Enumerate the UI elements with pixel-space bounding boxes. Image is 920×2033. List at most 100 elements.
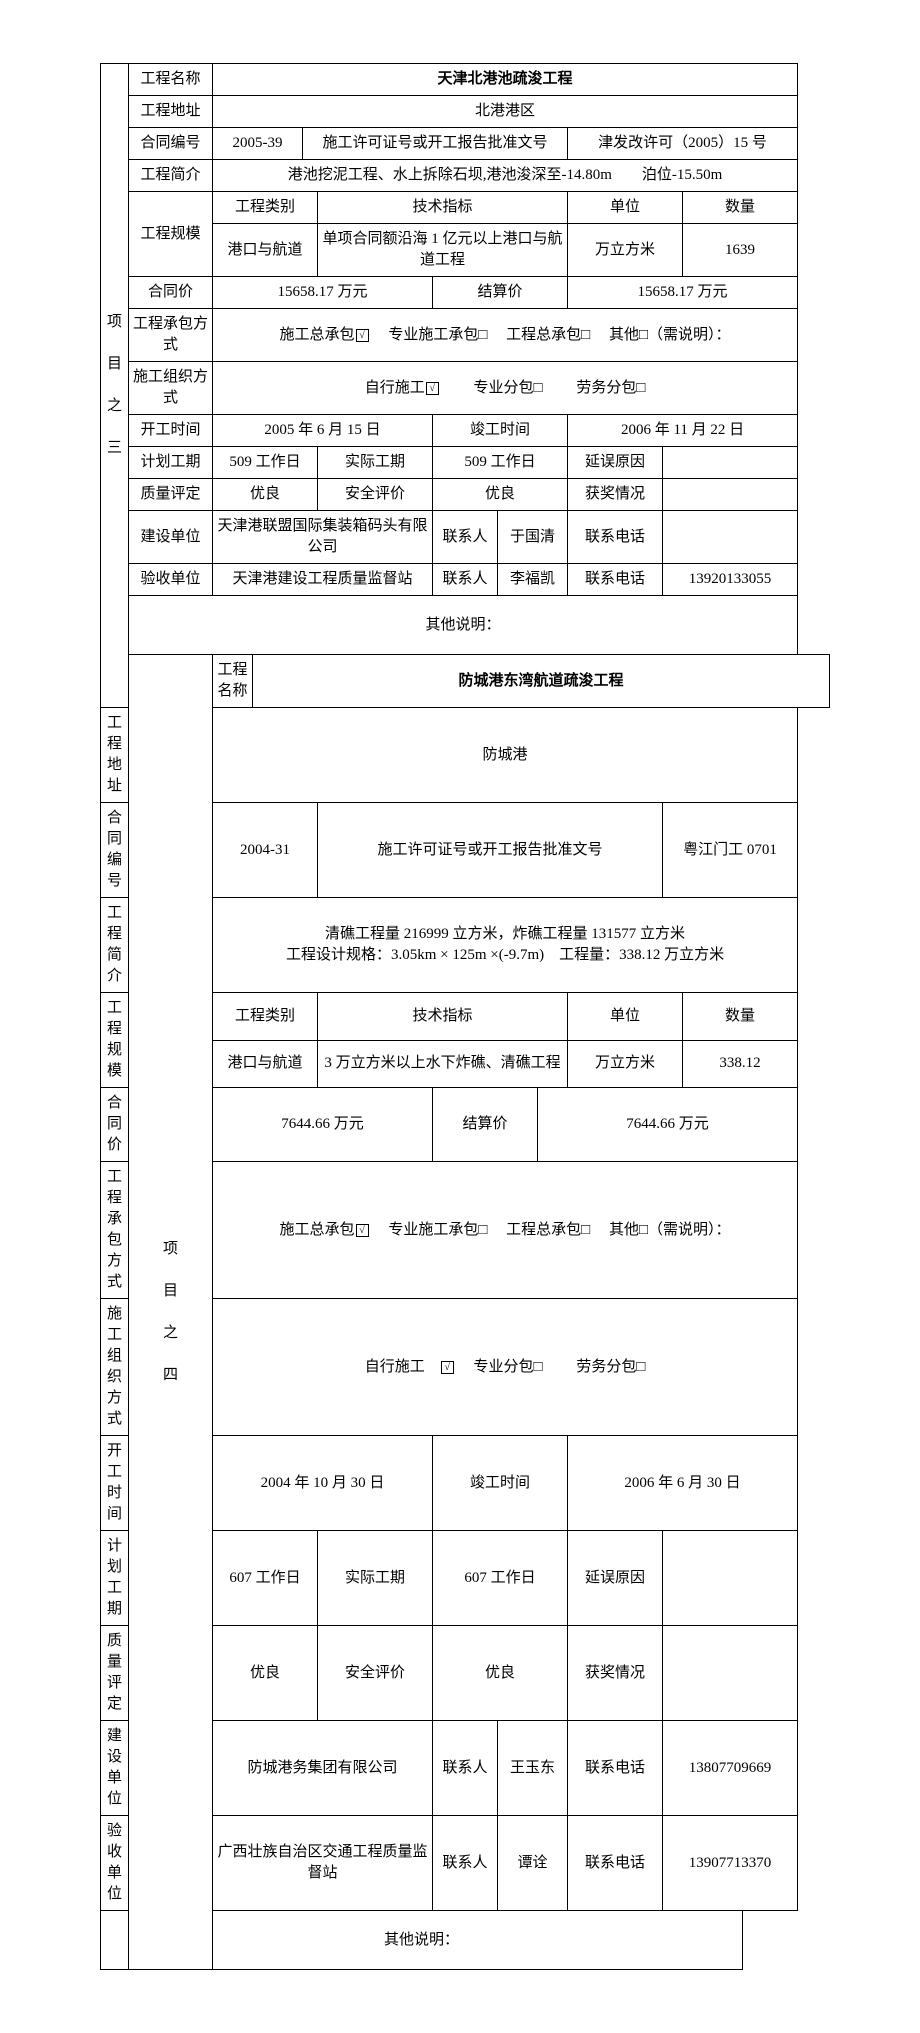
cm-other-label-4: 其他□（需说明）： bbox=[609, 1222, 731, 1238]
label-owner-contact-4: 联系人 bbox=[433, 1721, 498, 1816]
p4-address: 防城港 bbox=[213, 708, 798, 803]
label-actual-duration-4: 实际工期 bbox=[318, 1531, 433, 1626]
p3-construction-org: 自行施工√ 专业分包□ 劳务分包□ bbox=[213, 362, 798, 415]
p3-actual-duration: 509 工作日 bbox=[433, 447, 568, 479]
p4-delay-reason bbox=[663, 1531, 798, 1626]
cm-special-label-4: 专业施工承包 bbox=[388, 1222, 478, 1238]
p3-start-date: 2005 年 6 月 15 日 bbox=[213, 415, 433, 447]
section-label-4: 项 目 之 四 bbox=[129, 655, 213, 1970]
co-self-label-4: 自行施工 bbox=[365, 1359, 425, 1375]
label-category: 工程类别 bbox=[213, 192, 318, 224]
p3-safety: 优良 bbox=[433, 479, 568, 511]
p4-contract-price: 7644.66 万元 bbox=[213, 1088, 433, 1162]
label-settlement-price-4: 结算价 bbox=[433, 1088, 538, 1162]
label-construction-org-4: 施工组织方式 bbox=[101, 1299, 129, 1436]
label-completion-date-4: 竣工时间 bbox=[433, 1436, 568, 1531]
p4-owner-phone: 13807709669 bbox=[663, 1721, 798, 1816]
p4-actual-duration: 607 工作日 bbox=[433, 1531, 568, 1626]
co-special-label-4: 专业分包 bbox=[473, 1359, 533, 1375]
p3-acceptance-unit: 天津港建设工程质量监督站 bbox=[213, 564, 433, 596]
co-self-checkbox-4: √ bbox=[441, 1361, 454, 1374]
label-scale: 工程规模 bbox=[129, 192, 213, 277]
cm-project-label-4: 工程总承包 bbox=[506, 1222, 581, 1238]
label-start-date-4: 开工时间 bbox=[101, 1436, 129, 1531]
p3-unit: 万立方米 bbox=[568, 224, 683, 277]
cm-general-checkbox: √ bbox=[356, 329, 369, 342]
label-contract-price: 合同价 bbox=[129, 277, 213, 309]
label-completion-date: 竣工时间 bbox=[433, 415, 568, 447]
p4-contract-no: 2004-31 bbox=[213, 803, 318, 898]
label-award: 获奖情况 bbox=[568, 479, 663, 511]
p4-permit-no: 粤江门工 0701 bbox=[663, 803, 798, 898]
label-actual-duration: 实际工期 bbox=[318, 447, 433, 479]
label-brief-4: 工程简介 bbox=[101, 898, 129, 993]
cm-special-label: 专业施工承包 bbox=[388, 327, 478, 343]
label-quantity: 数量 bbox=[683, 192, 798, 224]
label-settlement-price: 结算价 bbox=[433, 277, 568, 309]
label-construction-org: 施工组织方式 bbox=[129, 362, 213, 415]
p4-owner: 防城港务集团有限公司 bbox=[213, 1721, 433, 1816]
p4-name: 防城港东湾航道疏浚工程 bbox=[253, 655, 830, 708]
p3-permit-no: 津发改许可（2005）15 号 bbox=[568, 128, 798, 160]
label-planned-duration: 计划工期 bbox=[129, 447, 213, 479]
cm-general-checkbox-4: √ bbox=[356, 1224, 369, 1237]
p4-quantity: 338.12 bbox=[683, 1040, 798, 1088]
label-permit-no: 施工许可证号或开工报告批准文号 bbox=[303, 128, 568, 160]
p4-tech-index: 3 万立方米以上水下炸礁、清礁工程 bbox=[318, 1040, 568, 1088]
label-acc-phone: 联系电话 bbox=[568, 564, 663, 596]
cm-project-box-4: □ bbox=[581, 1222, 590, 1238]
cm-general-label: 施工总承包 bbox=[280, 327, 355, 343]
label-contracting-method-4: 工程承包方式 bbox=[101, 1162, 129, 1299]
p3-acc-phone: 13920133055 bbox=[663, 564, 798, 596]
label-owner-phone-4: 联系电话 bbox=[568, 1721, 663, 1816]
p4-start-date: 2004 年 10 月 30 日 bbox=[213, 1436, 433, 1531]
p3-address: 北港港区 bbox=[213, 96, 798, 128]
p3-planned-duration: 509 工作日 bbox=[213, 447, 318, 479]
label-acc-contact-4: 联系人 bbox=[433, 1816, 498, 1911]
p4-owner-contact: 王玉东 bbox=[498, 1721, 568, 1816]
label-owner-phone: 联系电话 bbox=[568, 511, 663, 564]
label-tech-index: 技术指标 bbox=[318, 192, 568, 224]
cm-other-label: 其他□（需说明）： bbox=[609, 327, 731, 343]
label-delay-reason: 延误原因 bbox=[568, 447, 663, 479]
p4-brief: 清礁工程量 216999 立方米，炸礁工程量 131577 立方米 工程设计规格… bbox=[213, 898, 798, 993]
p4-unit: 万立方米 bbox=[568, 1040, 683, 1088]
projects-table: 项 目 之 三 工程名称 天津北港池疏浚工程 工程地址 北港港区 合同编号 20… bbox=[100, 63, 830, 1970]
p3-quality: 优良 bbox=[213, 479, 318, 511]
p3-delay-reason bbox=[663, 447, 798, 479]
p3-owner-contact: 于国清 bbox=[498, 511, 568, 564]
p3-completion-date: 2006 年 11 月 22 日 bbox=[568, 415, 798, 447]
label-permit-no-4: 施工许可证号或开工报告批准文号 bbox=[318, 803, 663, 898]
p4-contracting-method: 施工总承包√ 专业施工承包□ 工程总承包□ 其他□（需说明）： bbox=[213, 1162, 798, 1299]
label-award-4: 获奖情况 bbox=[568, 1626, 663, 1721]
p3-contract-price: 15658.17 万元 bbox=[213, 277, 433, 309]
label-contract-price-4: 合同价 bbox=[101, 1088, 129, 1162]
p4-other-notes: 其他说明： bbox=[101, 1911, 743, 1970]
co-self-label: 自行施工 bbox=[365, 380, 425, 396]
label-safety-4: 安全评价 bbox=[318, 1626, 433, 1721]
p4-award bbox=[663, 1626, 798, 1721]
label-owner-contact: 联系人 bbox=[433, 511, 498, 564]
label-owner-4: 建设单位 bbox=[101, 1721, 129, 1816]
p3-owner-phone bbox=[663, 511, 798, 564]
label-safety: 安全评价 bbox=[318, 479, 433, 511]
p4-acceptance-unit: 广西壮族自治区交通工程质量监督站 bbox=[213, 1816, 433, 1911]
co-labor-box-4: □ bbox=[636, 1359, 645, 1375]
p3-category: 港口与航道 bbox=[213, 224, 318, 277]
cm-general-label-4: 施工总承包 bbox=[280, 1222, 355, 1238]
p3-name: 天津北港池疏浚工程 bbox=[213, 64, 798, 96]
p3-other-notes: 其他说明： bbox=[129, 596, 798, 655]
p3-contract-no: 2005-39 bbox=[213, 128, 303, 160]
label-acc-phone-4: 联系电话 bbox=[568, 1816, 663, 1911]
co-labor-label: 劳务分包 bbox=[576, 380, 636, 396]
p4-acc-phone: 13907713370 bbox=[663, 1816, 798, 1911]
p4-quality: 优良 bbox=[213, 1626, 318, 1721]
p3-contracting-method: 施工总承包√ 专业施工承包□ 工程总承包□ 其他□（需说明）： bbox=[213, 309, 798, 362]
label-acceptance-unit-4: 验收单位 bbox=[101, 1816, 129, 1911]
co-special-box-4: □ bbox=[534, 1359, 543, 1375]
label-quality-4: 质量评定 bbox=[101, 1626, 129, 1721]
p3-tech-index: 单项合同额沿海 1 亿元以上港口与航道工程 bbox=[318, 224, 568, 277]
label-acc-contact: 联系人 bbox=[433, 564, 498, 596]
label-quantity-4: 数量 bbox=[683, 993, 798, 1041]
cm-special-box: □ bbox=[478, 327, 487, 343]
